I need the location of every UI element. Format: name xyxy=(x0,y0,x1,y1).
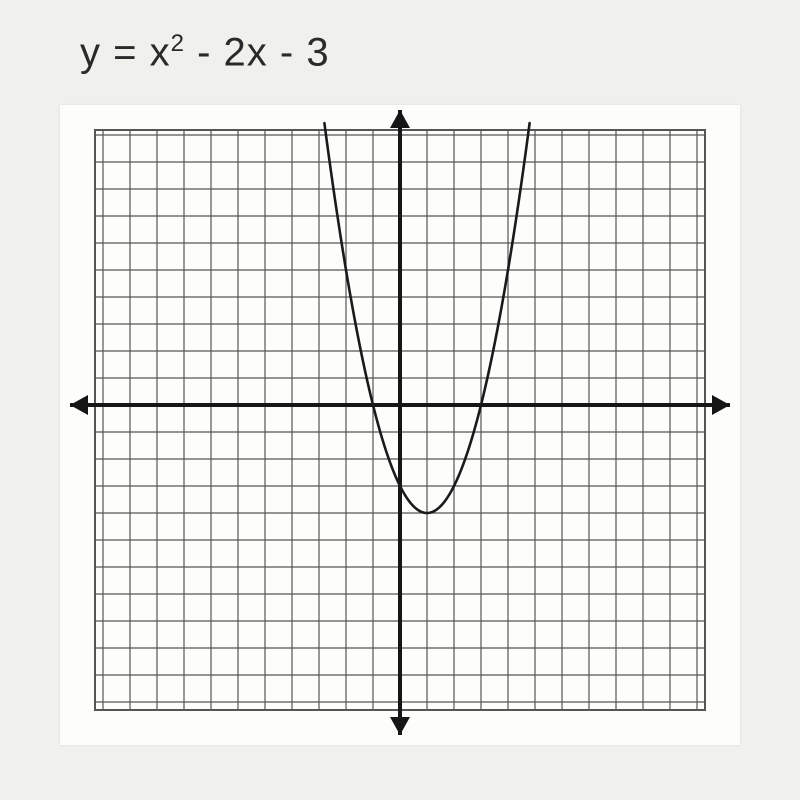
page-container: y = x2 - 2x - 3 xyxy=(0,0,800,765)
eq-term1-base: x xyxy=(150,30,171,74)
eq-op1: - xyxy=(197,30,223,74)
graph-svg xyxy=(60,105,740,745)
eq-lhs: y xyxy=(80,30,101,74)
equation-text: y = x2 - 2x - 3 xyxy=(80,30,770,75)
eq-term1-exp: 2 xyxy=(171,30,185,57)
eq-term2: 2x xyxy=(224,30,268,74)
eq-equals: = xyxy=(113,30,137,74)
eq-term3: 3 xyxy=(306,30,329,74)
eq-op2: - xyxy=(280,30,306,74)
graph-panel xyxy=(60,105,740,745)
